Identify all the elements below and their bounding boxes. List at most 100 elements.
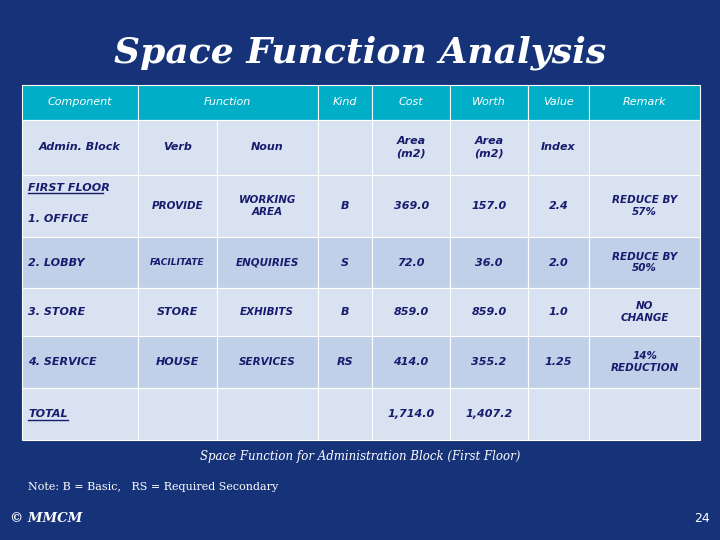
Bar [217,288,318,336]
Bar [589,175,700,237]
Bar [372,120,450,175]
Bar [528,288,589,336]
Bar [450,120,528,175]
Text: 355.2: 355.2 [472,357,507,367]
Bar [372,336,450,388]
Text: STORE: STORE [156,307,198,317]
Bar [22,120,138,175]
Bar [138,85,318,120]
Text: 36.0: 36.0 [475,258,503,267]
Bar [22,288,138,336]
Bar [217,175,318,237]
Bar [450,237,528,288]
Bar [318,85,372,120]
Text: 1.0: 1.0 [549,307,568,317]
Text: 14%
REDUCTION: 14% REDUCTION [611,351,679,373]
Bar [372,85,450,120]
Bar [138,120,217,175]
Bar [138,175,217,237]
Text: 3. STORE: 3. STORE [28,307,85,317]
Text: Cost: Cost [399,97,423,107]
Text: 2.0: 2.0 [549,258,568,267]
Text: 2.4: 2.4 [549,201,568,211]
Text: Worth: Worth [472,97,506,107]
Bar [22,85,138,120]
Bar [589,237,700,288]
Bar [589,288,700,336]
Text: 1. OFFICE: 1. OFFICE [28,214,89,225]
Bar [217,388,318,440]
Text: ENQUIRIES: ENQUIRIES [235,258,299,267]
Text: RS: RS [336,357,354,367]
Text: Verb: Verb [163,142,192,152]
Text: FACILITATE: FACILITATE [150,258,204,267]
Text: Remark: Remark [623,97,667,107]
Bar [318,336,372,388]
Bar [450,175,528,237]
Text: EXHIBITS: EXHIBITS [240,307,294,317]
Bar [528,237,589,288]
Bar [318,120,372,175]
Text: 1.25: 1.25 [545,357,572,367]
Bar [528,85,589,120]
Text: Value: Value [543,97,574,107]
Bar [22,388,138,440]
Text: B: B [341,307,349,317]
Text: SERVICES: SERVICES [239,357,295,367]
Bar [318,175,372,237]
Text: 859.0: 859.0 [394,307,429,317]
Bar [138,237,217,288]
Text: Index: Index [541,142,576,152]
Text: Admin. Block: Admin. Block [39,142,121,152]
Bar [528,120,589,175]
Text: Space Function Analysis: Space Function Analysis [114,35,606,70]
Text: PROVIDE: PROVIDE [151,201,203,211]
Text: Note: B = Basic,   RS = Required Secondary: Note: B = Basic, RS = Required Secondary [28,482,278,492]
Text: TOTAL: TOTAL [28,409,68,419]
Text: Area
(m2): Area (m2) [474,137,504,158]
Bar [372,288,450,336]
Text: S: S [341,258,349,267]
Bar [450,288,528,336]
Text: 369.0: 369.0 [394,201,429,211]
Text: NO
CHANGE: NO CHANGE [621,301,669,323]
Bar [528,336,589,388]
Bar [589,85,700,120]
Text: B: B [341,201,349,211]
Text: Noun: Noun [251,142,284,152]
Bar [217,237,318,288]
Text: Component: Component [48,97,112,107]
Text: REDUCE BY
50%: REDUCE BY 50% [612,252,678,273]
Text: WORKING
AREA: WORKING AREA [238,195,296,217]
Bar [450,85,528,120]
Bar [318,237,372,288]
Bar [22,175,138,237]
Text: 24: 24 [694,512,710,525]
Bar [217,120,318,175]
Bar [318,388,372,440]
Bar [372,237,450,288]
Bar [22,237,138,288]
Text: Area
(m2): Area (m2) [396,137,426,158]
Text: 414.0: 414.0 [394,357,429,367]
Text: 2. LOBBY: 2. LOBBY [28,258,84,267]
Bar [217,336,318,388]
Bar [528,175,589,237]
Text: FIRST FLOOR: FIRST FLOOR [28,184,110,193]
Text: Function: Function [204,97,251,107]
Text: Kind: Kind [333,97,357,107]
Bar [589,120,700,175]
Text: 157.0: 157.0 [472,201,507,211]
Bar [589,388,700,440]
Text: REDUCE BY
57%: REDUCE BY 57% [612,195,678,217]
Text: HOUSE: HOUSE [156,357,199,367]
Bar [450,336,528,388]
Text: 1,714.0: 1,714.0 [387,409,435,419]
Text: 1,407.2: 1,407.2 [465,409,513,419]
Text: 72.0: 72.0 [397,258,425,267]
Bar [138,388,217,440]
Bar [450,388,528,440]
Bar [318,288,372,336]
Bar [372,175,450,237]
Text: 859.0: 859.0 [472,307,507,317]
